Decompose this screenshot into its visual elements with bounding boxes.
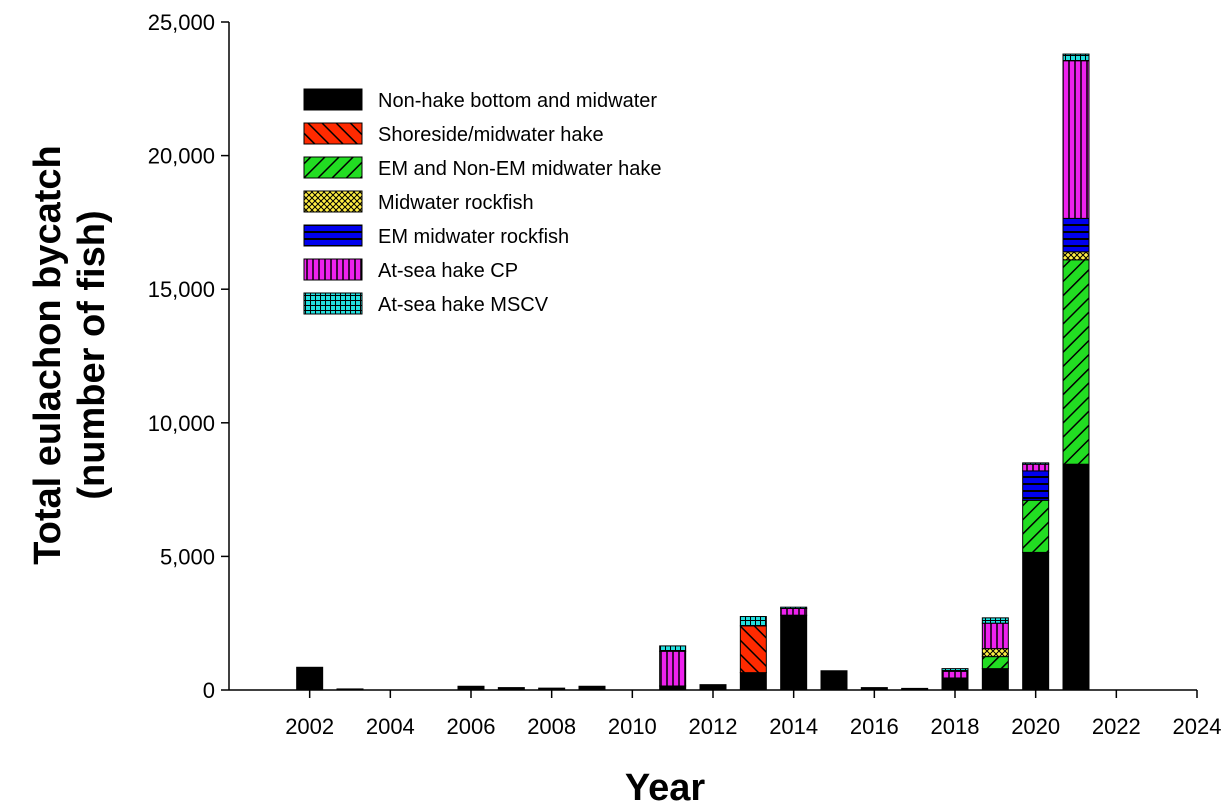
x-tick-label: 2018: [931, 714, 980, 739]
y-tick-label: 5,000: [160, 544, 215, 569]
legend-swatch: [303, 88, 363, 111]
x-axis-title: Year: [625, 767, 706, 809]
bar-segment: [780, 608, 808, 616]
y-tick-label: 25,000: [148, 10, 215, 35]
bar-segment: [981, 668, 1009, 691]
bar-segment: [1062, 60, 1090, 219]
y-tick-label: 0: [203, 678, 215, 703]
x-tick-label: 2004: [366, 714, 415, 739]
legend: Non-hake bottom and midwater Shoreside/mi…: [303, 88, 661, 316]
bar-segment: [981, 648, 1009, 658]
y-axis-title-line-1: Total eulachon bycatch: [27, 145, 69, 564]
legend-swatch: [303, 224, 363, 247]
x-tick-label: 2012: [689, 714, 738, 739]
legend-swatch: [303, 190, 363, 213]
legend-swatch: [303, 258, 363, 281]
x-tick-label: 2022: [1092, 714, 1141, 739]
bar-segment: [739, 672, 767, 691]
x-tick-label: 2006: [447, 714, 496, 739]
legend-label: EM midwater rockfish: [378, 226, 569, 248]
bar-segment: [1022, 499, 1050, 553]
y-axis-title: Total eulachon bycatch (number of fish): [27, 145, 113, 564]
bar-segment: [981, 656, 1009, 670]
bar-segment: [739, 616, 767, 627]
bar-segment: [1062, 259, 1090, 465]
x-tick-label: 2014: [769, 714, 818, 739]
bar-segment: [1022, 463, 1050, 472]
legend-label: At-sea hake MSCV: [378, 294, 549, 316]
x-tick-label: 2002: [285, 714, 334, 739]
y-axis-title-line-2: (number of fish): [71, 210, 113, 499]
bar-segment: [941, 677, 969, 691]
bar-segment: [820, 670, 848, 691]
x-tick-label: 2008: [527, 714, 576, 739]
bar-segment: [941, 670, 969, 679]
bar-segment: [659, 650, 687, 687]
bar-segment: [981, 617, 1009, 624]
bar-segment: [659, 645, 687, 652]
bar-segment: [1062, 251, 1090, 261]
bar-segment: [780, 606, 808, 610]
y-tick-label: 15,000: [148, 277, 215, 302]
x-ticks: 2002 2004 2006 2008 2010 2012 2014 2016 2018 2020…: [285, 690, 1221, 739]
bar-stacks: [296, 53, 1090, 691]
y-ticks: 0 5,000 10,000 15,000 20,000 25,000: [148, 10, 229, 703]
bar-segment: [1062, 463, 1090, 691]
bar-segment: [941, 668, 969, 672]
x-tick-label: 2020: [1011, 714, 1060, 739]
x-tick-label: 2024: [1173, 714, 1222, 739]
legend-label: At-sea hake CP: [378, 260, 518, 282]
y-tick-label: 20,000: [148, 144, 215, 169]
bar-segment: [699, 684, 727, 691]
y-tick-label: 10,000: [148, 411, 215, 436]
bar-segment: [981, 622, 1009, 650]
legend-label: Shoreside/midwater hake: [378, 124, 604, 146]
legend-label: EM and Non-EM midwater hake: [378, 158, 661, 180]
bar-segment: [1062, 217, 1090, 253]
bar-segment: [1022, 470, 1050, 501]
bar-segment: [296, 666, 324, 691]
legend-swatch: [303, 156, 363, 179]
x-tick-label: 2016: [850, 714, 899, 739]
bar-segment: [1022, 551, 1050, 691]
legend-label: Midwater rockfish: [378, 192, 534, 214]
axes: [228, 22, 1197, 691]
legend-label: Non-hake bottom and midwater: [378, 90, 657, 112]
x-tick-label: 2010: [608, 714, 657, 739]
bar-segment: [739, 625, 767, 674]
bar-segment: [1062, 53, 1090, 62]
bar-segment: [1022, 462, 1050, 465]
legend-swatch: [303, 122, 363, 145]
legend-swatch: [303, 292, 363, 315]
bar-segment: [780, 614, 808, 691]
